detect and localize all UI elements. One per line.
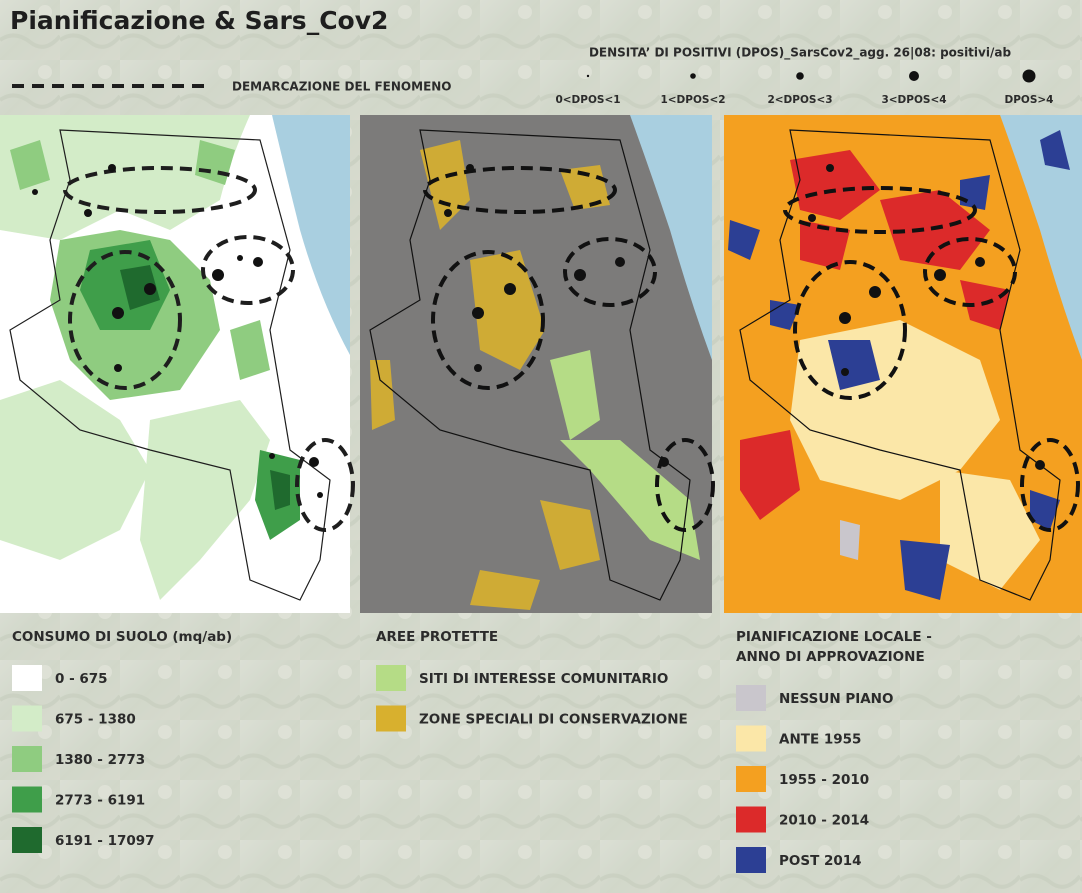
legend-title: AREE PROTETTE [376, 629, 498, 645]
legend-swatch [736, 725, 766, 752]
legend-label: 2010 - 2014 [779, 813, 869, 829]
density-class: DPOS>4 [1004, 94, 1053, 106]
legend-label: 2773 - 6191 [55, 793, 145, 809]
legend-label: NESSUN PIANO [779, 691, 893, 707]
legend-swatch [736, 766, 766, 792]
density-class: 0<DPOS<1 [555, 94, 620, 106]
legend-swatch [12, 665, 42, 691]
map-planning [724, 115, 1082, 613]
phenomenon-label: DEMARCAZIONE DEL FENOMENO [232, 80, 452, 94]
legend-label: SITI DI INTERESSE COMUNITARIO [419, 671, 668, 687]
legend-title: ANNO DI APPROVAZIONE [736, 649, 925, 665]
density-class: 1<DPOS<2 [660, 94, 725, 106]
density-dot [690, 73, 696, 79]
legend-label: 675 - 1380 [55, 712, 136, 728]
legend-swatch [12, 705, 42, 732]
legend-label: ZONE SPECIALI DI CONSERVAZIONE [419, 712, 688, 728]
density-legend: 0<DPOS<1 1<DPOS<2 2<DPOS<3 3<DPOS<4 DPOS>4 [555, 69, 1054, 106]
legend-swatch [12, 786, 42, 813]
legend-label: 6191 - 17097 [55, 833, 155, 849]
legend-swatch [12, 827, 42, 853]
density-title: DENSITA’ DI POSITIVI (DPOS)_SarsCov2_agg… [589, 46, 1011, 61]
density-dot [1022, 69, 1036, 83]
legend-swatch [736, 806, 766, 833]
legend-swatch [376, 665, 406, 691]
legend-label: 0 - 675 [55, 671, 108, 687]
legend-swatch [376, 705, 406, 732]
title: Pianificazione & Sars_Cov2 [10, 6, 388, 35]
density-class: 3<DPOS<4 [881, 94, 946, 106]
map-soil [0, 115, 355, 613]
density-dot [909, 71, 919, 81]
legends: CONSUMO DI SUOLO (mq/ab) 0 - 675 675 - 138… [12, 629, 932, 873]
legend-swatch [12, 746, 42, 772]
legend-swatch [736, 847, 766, 873]
density-class: 2<DPOS<3 [767, 94, 832, 106]
legend-label: POST 2014 [779, 853, 862, 869]
legend-title: PIANIFICAZIONE LOCALE - [736, 629, 932, 645]
legend-label: 1955 - 2010 [779, 772, 869, 788]
map-protected [360, 115, 715, 613]
legend-label: 1380 - 2773 [55, 752, 145, 768]
legend-swatch [736, 685, 766, 711]
density-dot [586, 74, 590, 78]
legend-label: ANTE 1955 [779, 732, 861, 748]
legend-title: CONSUMO DI SUOLO (mq/ab) [12, 629, 232, 645]
density-dot [796, 72, 804, 80]
